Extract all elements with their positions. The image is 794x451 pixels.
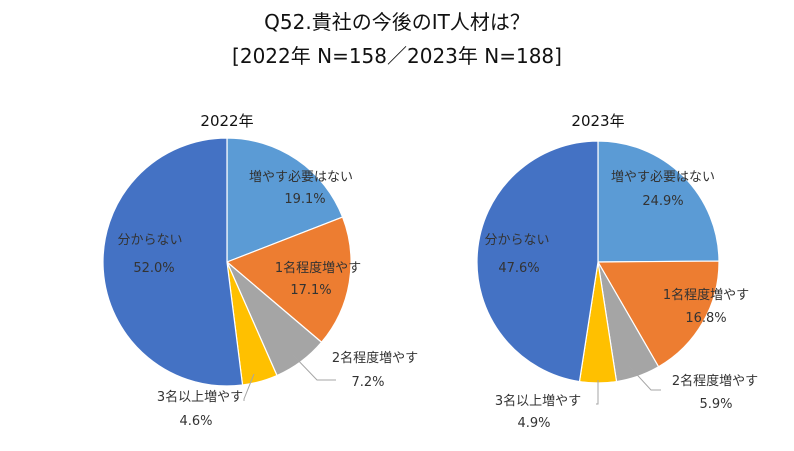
slice-value-label: 4.9%	[517, 416, 550, 431]
leader-line	[628, 365, 661, 391]
pie-title: 2022年	[200, 112, 253, 130]
pie-slice	[476, 140, 599, 383]
slice-label: 2名程度増やす	[332, 350, 418, 366]
leader-line	[596, 380, 599, 405]
slice-label: 1名程度増やす	[275, 260, 361, 276]
slice-value-label: 4.6%	[179, 414, 212, 429]
slice-label: 1名程度増やす	[663, 287, 749, 303]
slice-value-label: 16.8%	[685, 311, 726, 326]
slice-label: 増やす必要はない	[611, 170, 715, 185]
pie-slice	[226, 137, 344, 263]
pie-slice	[597, 140, 720, 263]
slice-value-label: 52.0%	[133, 261, 174, 276]
slice-value-label: 17.1%	[290, 283, 331, 298]
pie-slice	[102, 137, 244, 387]
pie-title: 2023年	[571, 112, 624, 130]
slice-label: 2名程度増やす	[672, 373, 758, 389]
slice-label: 3名以上増やす	[495, 393, 581, 409]
leader-line	[243, 373, 255, 401]
slice-label: 3名以上増やす	[157, 389, 243, 405]
slice-label: 増やす必要はない	[249, 170, 353, 185]
chart-title: Q52.貴社の今後のIT人材は？	[264, 10, 530, 34]
slice-value-label: 24.9%	[642, 194, 683, 209]
slice-value-label: 5.9%	[699, 397, 732, 412]
pie-slice	[596, 260, 720, 368]
slice-value-label: 7.2%	[351, 375, 384, 390]
leader-line	[292, 354, 336, 381]
slice-value-label: 19.1%	[284, 192, 325, 207]
slice-label: 分からない	[484, 233, 549, 248]
pie-slice	[225, 216, 352, 344]
slice-label: 分からない	[117, 233, 182, 248]
slice-value-label: 47.6%	[498, 261, 539, 276]
chart-subtitle: [2022年 N=158／2023年 N=188]	[232, 44, 562, 68]
